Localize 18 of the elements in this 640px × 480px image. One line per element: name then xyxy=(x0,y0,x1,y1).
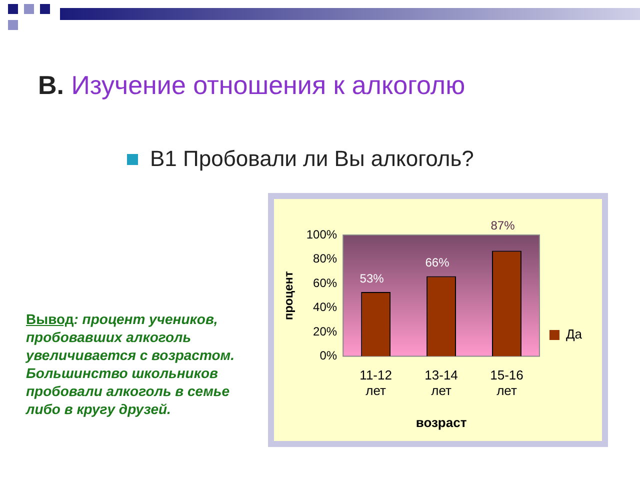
data-label: 87% xyxy=(490,218,516,232)
y-tick-label: 60% xyxy=(313,276,338,290)
x-tick-label: 11-12 лет xyxy=(360,368,392,398)
data-label: 53% xyxy=(360,271,384,286)
chart-subtitle: В1 Пробовали ли Вы алкоголь? xyxy=(150,146,474,172)
x-tick-label: 15-16 лет xyxy=(490,368,524,398)
data-label: 66% xyxy=(425,256,450,270)
text: Вывод: процент учеников, пробовавших алкоголь увеличивается с возрастом. Большинство школьников пробовали алкоголь в семье либо в кругу друзей. xyxy=(26,310,236,418)
legend-label: Да xyxy=(566,326,583,342)
y-tick-label: 20% xyxy=(313,324,338,338)
y-tick-label: 80% xyxy=(313,252,338,266)
y-tick-label: 0% xyxy=(320,348,338,363)
y-tick-label: 100% xyxy=(306,227,338,242)
y-tick-label: 40% xyxy=(313,300,338,314)
y-axis-title: процент xyxy=(282,270,296,320)
x-tick-label: 13-14 лет xyxy=(424,368,458,398)
chart-title: В. Изучение отношения к алкоголю xyxy=(38,70,466,100)
x-axis-title: возраст xyxy=(416,414,467,430)
